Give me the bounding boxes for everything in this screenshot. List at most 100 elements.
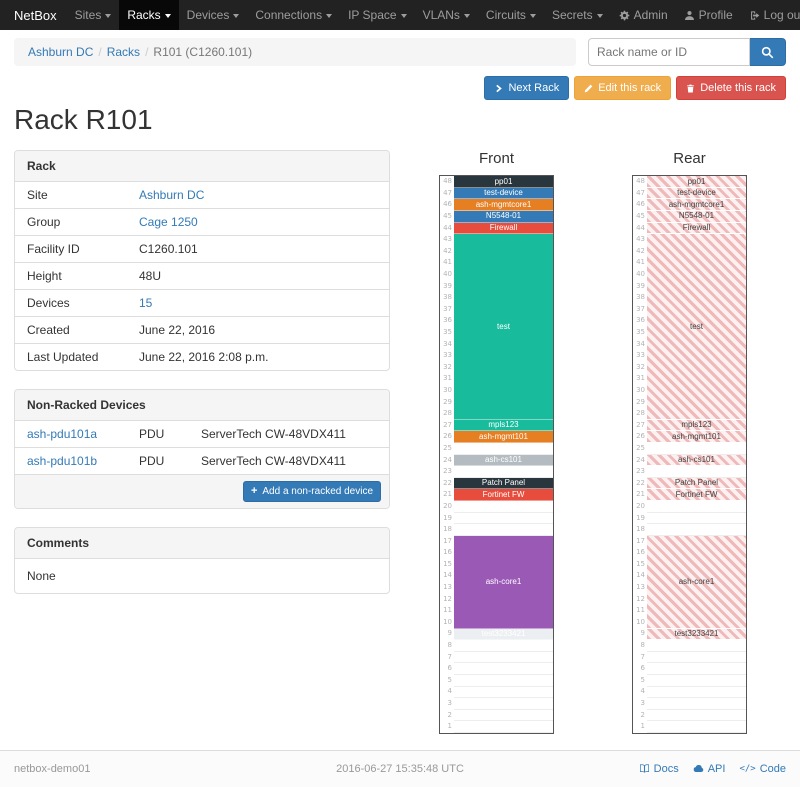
- rack-device[interactable]: test3233421: [647, 628, 746, 641]
- rack-device[interactable]: Patch Panel: [454, 477, 553, 490]
- nav-item-admin[interactable]: Admin: [611, 0, 676, 30]
- nav-item-secrets[interactable]: Secrets: [544, 0, 611, 30]
- footer-link-api[interactable]: API: [693, 763, 725, 775]
- rack-device[interactable]: N5548-01: [647, 211, 746, 223]
- nav-item-label: Connections: [255, 8, 323, 22]
- unit-number: 18: [443, 525, 452, 534]
- attr-value-link[interactable]: Ashburn DC: [139, 188, 205, 203]
- rack-attr-row: Site Ashburn DC: [15, 182, 389, 209]
- unit-number: 33: [636, 351, 645, 360]
- book-icon: [639, 764, 649, 774]
- rack-device[interactable]: test3233421: [454, 628, 553, 641]
- nav-item-label: Admin: [633, 8, 668, 22]
- rack-device[interactable]: Firewall: [647, 222, 746, 235]
- nav-item-label: Circuits: [485, 8, 526, 22]
- unit-number: 24: [636, 455, 645, 464]
- rear-elevation: Rear 48 47 46 45 44 43 42 41 40 39 38 37 36 35 34 33 32 3…: [632, 150, 747, 734]
- breadcrumb-current: R101 (C1260.101): [153, 45, 253, 59]
- attr-value-link[interactable]: Cage 1250: [139, 215, 198, 230]
- device-name-link[interactable]: ash-pdu101a: [27, 427, 98, 442]
- rack-empty-unit: [647, 674, 746, 687]
- search-input[interactable]: [588, 38, 750, 66]
- user-icon: [684, 10, 694, 20]
- rack-device[interactable]: mpls123: [454, 419, 553, 432]
- brand[interactable]: NetBox: [14, 7, 57, 23]
- footer-link-docs[interactable]: Docs: [639, 763, 679, 775]
- unit-number: 23: [443, 467, 452, 476]
- attr-value-link[interactable]: 15: [139, 296, 153, 311]
- nav-item-devices[interactable]: Devices: [179, 0, 248, 30]
- rack-attr-row: Created June 22, 2016: [15, 316, 389, 344]
- unit-number: 35: [636, 328, 645, 337]
- rack-device[interactable]: test-device: [647, 187, 746, 200]
- rack-device[interactable]: N5548-01: [454, 211, 553, 223]
- attr-value: Cage 1250: [127, 208, 389, 236]
- nav-item-profile[interactable]: Profile: [676, 0, 741, 30]
- unit-number: 21: [443, 490, 452, 499]
- rack-unit-numbers: 48 47 46 45 44 43 42 41 40 39 38 37 36 35 34 33 32 31 30 29…: [633, 176, 647, 733]
- rack-device[interactable]: ash-core1: [647, 535, 746, 629]
- nav-item-connections[interactable]: Connections: [247, 0, 340, 30]
- rear-elevation-title: Rear: [673, 150, 706, 168]
- nav-item-sites[interactable]: Sites: [67, 0, 120, 30]
- breadcrumb-link[interactable]: Ashburn DC: [28, 45, 94, 59]
- nav-item-log-out[interactable]: Log out: [741, 0, 800, 30]
- unit-number: 40: [443, 270, 452, 279]
- rack-device[interactable]: pp01: [454, 176, 553, 188]
- page-title: Rack R101: [14, 104, 153, 136]
- delete-rack-button[interactable]: Delete this rack: [676, 76, 786, 101]
- nav-item-racks[interactable]: Racks: [119, 0, 179, 30]
- breadcrumb-link[interactable]: Racks: [106, 45, 141, 59]
- rack-attr-row: Facility ID C1260.101: [15, 235, 389, 263]
- unit-number: 30: [636, 385, 645, 394]
- rack-empty-unit: [647, 698, 746, 710]
- rack-device[interactable]: Fortinet FW: [454, 489, 553, 502]
- nav-item-vlans[interactable]: VLANs: [415, 0, 478, 30]
- comments-body: None: [27, 569, 56, 584]
- next-rack-button[interactable]: Next Rack: [484, 76, 570, 101]
- unit-number: 7: [640, 652, 645, 661]
- rack-device[interactable]: Firewall: [454, 222, 553, 235]
- unit-number: 42: [443, 246, 452, 255]
- rack-device[interactable]: ash-core1: [454, 535, 553, 629]
- non-racked-body: ash-pdu101a PDU ServerTech CW-48VDX411 ash-…: [15, 421, 389, 475]
- unit-number: 20: [636, 501, 645, 510]
- rack-device[interactable]: ash-cs101: [454, 454, 553, 467]
- unit-number: 41: [443, 258, 452, 267]
- rack-device[interactable]: ash-cs101: [647, 454, 746, 467]
- rack-device[interactable]: ash-mgmt101: [647, 431, 746, 444]
- rack-device[interactable]: test: [647, 234, 746, 420]
- nav-item-label: Devices: [186, 8, 230, 22]
- nav-item-label: IP Space: [348, 8, 397, 22]
- rack-device[interactable]: ash-mgmt101: [454, 431, 553, 444]
- pencil-icon: [584, 84, 593, 92]
- rack-device[interactable]: Fortinet FW: [647, 489, 746, 502]
- rack-empty-unit: [454, 663, 553, 675]
- footer-link-code[interactable]: </> Code: [739, 763, 786, 775]
- edit-rack-button[interactable]: Edit this rack: [574, 76, 672, 101]
- nav-item-ip-space[interactable]: IP Space: [340, 0, 414, 30]
- rack-device[interactable]: Patch Panel: [647, 477, 746, 490]
- nav-item-label: VLANs: [422, 8, 460, 22]
- rack-panel: Rack Site Ashburn DC Group Cage 1250 Facilit…: [14, 150, 390, 372]
- unit-number: 33: [443, 351, 452, 360]
- rack-device[interactable]: mpls123: [647, 419, 746, 432]
- unit-number: 24: [443, 455, 452, 464]
- nav-item-label: Profile: [698, 8, 733, 22]
- rack-empty-unit: [454, 501, 553, 513]
- rack-device[interactable]: ash-mgmtcore1: [647, 199, 746, 212]
- unit-number: 12: [636, 594, 645, 603]
- rack-device[interactable]: test: [454, 234, 553, 420]
- unit-number: 11: [443, 606, 452, 615]
- unit-number: 21: [636, 490, 645, 499]
- rack-device[interactable]: pp01: [647, 176, 746, 188]
- search-button[interactable]: [750, 38, 786, 66]
- nav-item-circuits[interactable]: Circuits: [478, 0, 544, 30]
- unit-number: 17: [636, 536, 645, 545]
- nav-item-label: Racks: [127, 8, 161, 22]
- add-non-racked-device-button[interactable]: + Add a non-racked device: [242, 481, 381, 503]
- device-name-link[interactable]: ash-pdu101b: [27, 454, 98, 469]
- footer-hostname: netbox-demo01: [14, 762, 91, 775]
- rack-device[interactable]: test-device: [454, 187, 553, 200]
- rack-device[interactable]: ash-mgmtcore1: [454, 199, 553, 212]
